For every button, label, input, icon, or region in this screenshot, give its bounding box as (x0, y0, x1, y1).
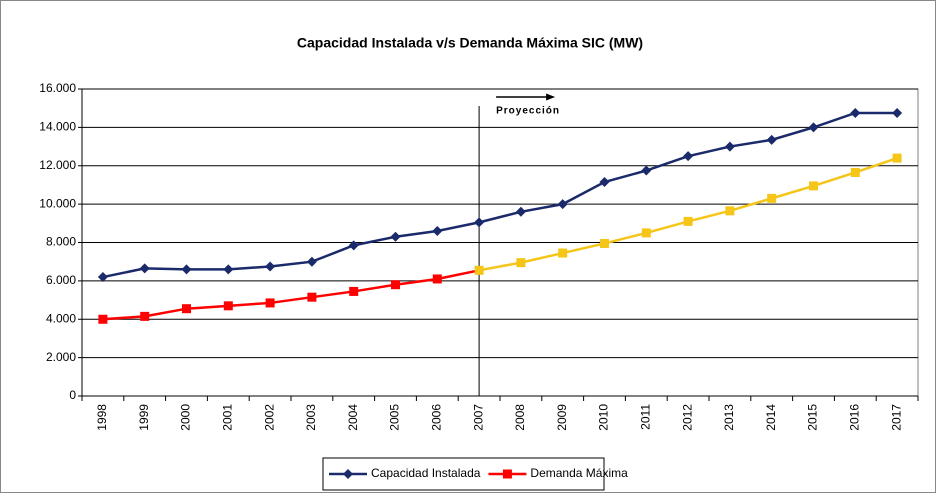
marker (348, 240, 359, 251)
marker (98, 314, 108, 324)
y-tick-label: 10.000 (39, 196, 76, 210)
projection-arrow-head (546, 93, 556, 101)
marker (265, 298, 275, 308)
marker (600, 238, 609, 248)
marker (516, 258, 526, 268)
y-tick-label: 16.000 (39, 81, 76, 95)
marker (683, 216, 693, 226)
x-tick-label: 2010 (597, 404, 611, 431)
series-line (102, 111, 898, 279)
marker (265, 261, 276, 272)
marker (641, 228, 651, 238)
x-tick-label: 2016 (847, 404, 861, 431)
x-tick-label: 2004 (346, 404, 360, 431)
marker (223, 264, 234, 275)
y-tick-label: 14.000 (39, 120, 76, 134)
marker (223, 301, 233, 311)
y-tick-label: 2.000 (46, 350, 76, 364)
marker (432, 274, 442, 284)
x-tick-label: 2002 (262, 404, 276, 431)
legend-box (322, 457, 605, 491)
marker (181, 264, 192, 275)
y-tick-label: 8.000 (46, 235, 76, 249)
chart-title: Capacidad Instalada v/s Demanda Máxima S… (297, 35, 643, 51)
x-tick-label: 2001 (220, 404, 234, 431)
marker (724, 141, 735, 152)
x-tick-label: 2003 (304, 404, 318, 431)
marker (391, 280, 400, 290)
x-tick-label: 2014 (764, 404, 778, 431)
series-line (102, 269, 480, 321)
x-tick-label: 2005 (388, 404, 402, 431)
marker (502, 469, 512, 479)
x-tick-label: 2013 (722, 404, 736, 431)
y-tick-label: 4.000 (46, 311, 76, 325)
y-tick-label: 0 (69, 388, 76, 402)
marker (725, 206, 735, 216)
marker (850, 167, 860, 177)
marker (343, 469, 353, 479)
marker (809, 181, 818, 191)
annotation: Proyección (496, 106, 560, 117)
marker (474, 217, 485, 228)
x-tick-label: 2008 (513, 404, 527, 431)
marker (307, 292, 317, 302)
marker (474, 265, 484, 275)
marker (808, 122, 819, 133)
y-tick-label: 12.000 (39, 158, 76, 172)
marker (766, 134, 777, 145)
marker (892, 153, 902, 163)
marker (139, 263, 150, 274)
marker (599, 177, 610, 188)
marker (641, 165, 652, 176)
marker (390, 231, 401, 242)
y-tick-label: 6.000 (46, 273, 76, 287)
x-tick-label: 2015 (806, 404, 820, 431)
marker (349, 286, 359, 296)
legend-label: Capacidad Instalada (371, 466, 481, 480)
x-tick-label: 2012 (680, 404, 694, 431)
x-tick-label: 2000 (179, 404, 193, 431)
marker (140, 311, 150, 321)
x-tick-label: 2007 (471, 404, 485, 431)
marker (558, 248, 568, 258)
x-tick-label: 2011 (638, 404, 652, 430)
marker (683, 151, 694, 162)
x-tick-label: 2006 (429, 404, 443, 431)
x-tick-label: 1999 (137, 404, 151, 431)
legend-label: Demanda Máxima (530, 466, 628, 480)
marker (892, 107, 903, 118)
marker (306, 256, 317, 267)
marker (557, 199, 568, 210)
marker (767, 193, 777, 203)
x-tick-label: 1998 (95, 404, 109, 431)
marker (432, 225, 443, 236)
marker (515, 206, 526, 217)
marker (97, 272, 108, 283)
marker (182, 304, 191, 314)
x-tick-label: 2017 (889, 404, 903, 431)
x-tick-label: 2009 (555, 404, 569, 431)
marker (850, 107, 861, 118)
